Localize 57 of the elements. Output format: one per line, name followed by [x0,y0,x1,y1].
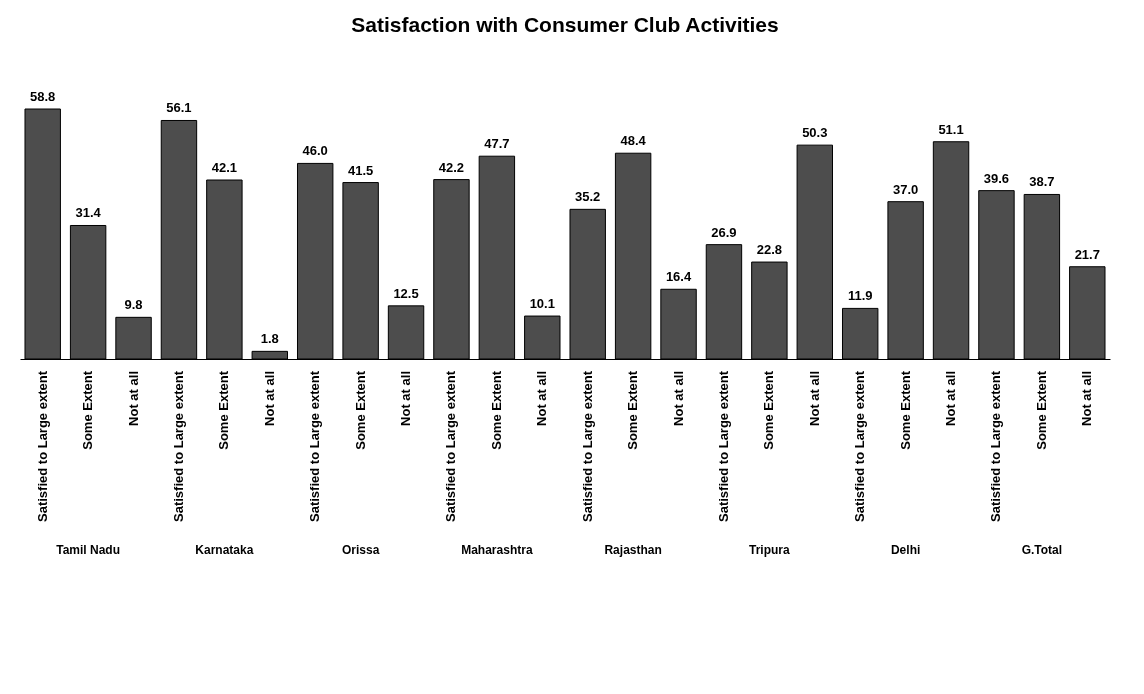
text: Satisfied to Large extent [170,371,186,522]
data-label: 21.7 [1074,246,1100,262]
data-label: 51.1 [938,121,964,137]
data-label: 46.0 [302,143,328,159]
x-tick-label: G.Total [1021,542,1063,557]
data-label: 42.1 [211,160,238,175]
text: Satisfied to Large extent [988,371,1004,522]
text: Satisfied to Large extent [579,371,595,522]
data-label: 42.2 [438,159,465,175]
text: Satisfied to Large extent [852,371,868,522]
text: Some Extent [897,371,913,450]
text: Not at all [806,371,822,426]
text: Not at all [534,371,550,426]
data-label: 22.8 [756,242,783,258]
text: Some Extent [761,371,777,450]
x-tick-label: Tripura [749,542,791,557]
chart-title: Satisfaction with Consumer Club Activities [351,13,779,36]
data-label: 11.9 [847,288,873,304]
data-label: 58.8 [30,89,56,104]
text: Some Extent [216,371,232,450]
data-label: 39.6 [983,170,1010,186]
text: Some Extent [625,371,641,450]
text: Some Extent [352,371,368,450]
data-label: 35.2 [575,189,601,205]
data-label: 1.8 [260,331,279,347]
text: Not at all [125,371,141,426]
data-label: 48.4 [620,133,647,149]
text: Not at all [398,371,414,426]
data-label: 41.5 [347,162,374,178]
x-tick-label: Delhi [890,542,921,557]
text: Some Extent [488,371,504,450]
data-label: 50.3 [802,125,828,141]
data-label: 12.5 [393,285,419,301]
data-label: 37.0 [892,181,919,197]
text: Satisfied to Large extent [307,371,323,522]
text: Satisfied to Large extent [715,371,731,522]
x-tick-label: Orissa [341,542,380,557]
text: Satisfied to Large extent [443,371,459,522]
data-label: 10.1 [529,296,555,312]
x-tick-label: Tamil Nadu [56,542,121,557]
x-tick-label: Rajasthan [604,542,662,557]
data-label: 56.1 [166,100,192,116]
text: Not at all [670,371,686,426]
text: Some Extent [1033,371,1049,450]
data-label: 31.4 [75,205,102,221]
x-tick-label: Maharashtra [461,542,533,557]
text: Some Extent [80,370,96,450]
text: Not at all [1079,371,1095,426]
data-label: 16.4 [665,269,692,285]
text: Not at all [261,371,277,426]
x-tick-label: Karnataka [195,542,254,557]
text: Not at all [943,371,959,426]
data-label: 38.7 [1029,174,1055,190]
text: Satisfied to Large extent [34,370,50,522]
data-label: 47.7 [484,136,510,152]
data-label: 9.8 [124,297,143,313]
data-label: 26.9 [711,224,737,240]
